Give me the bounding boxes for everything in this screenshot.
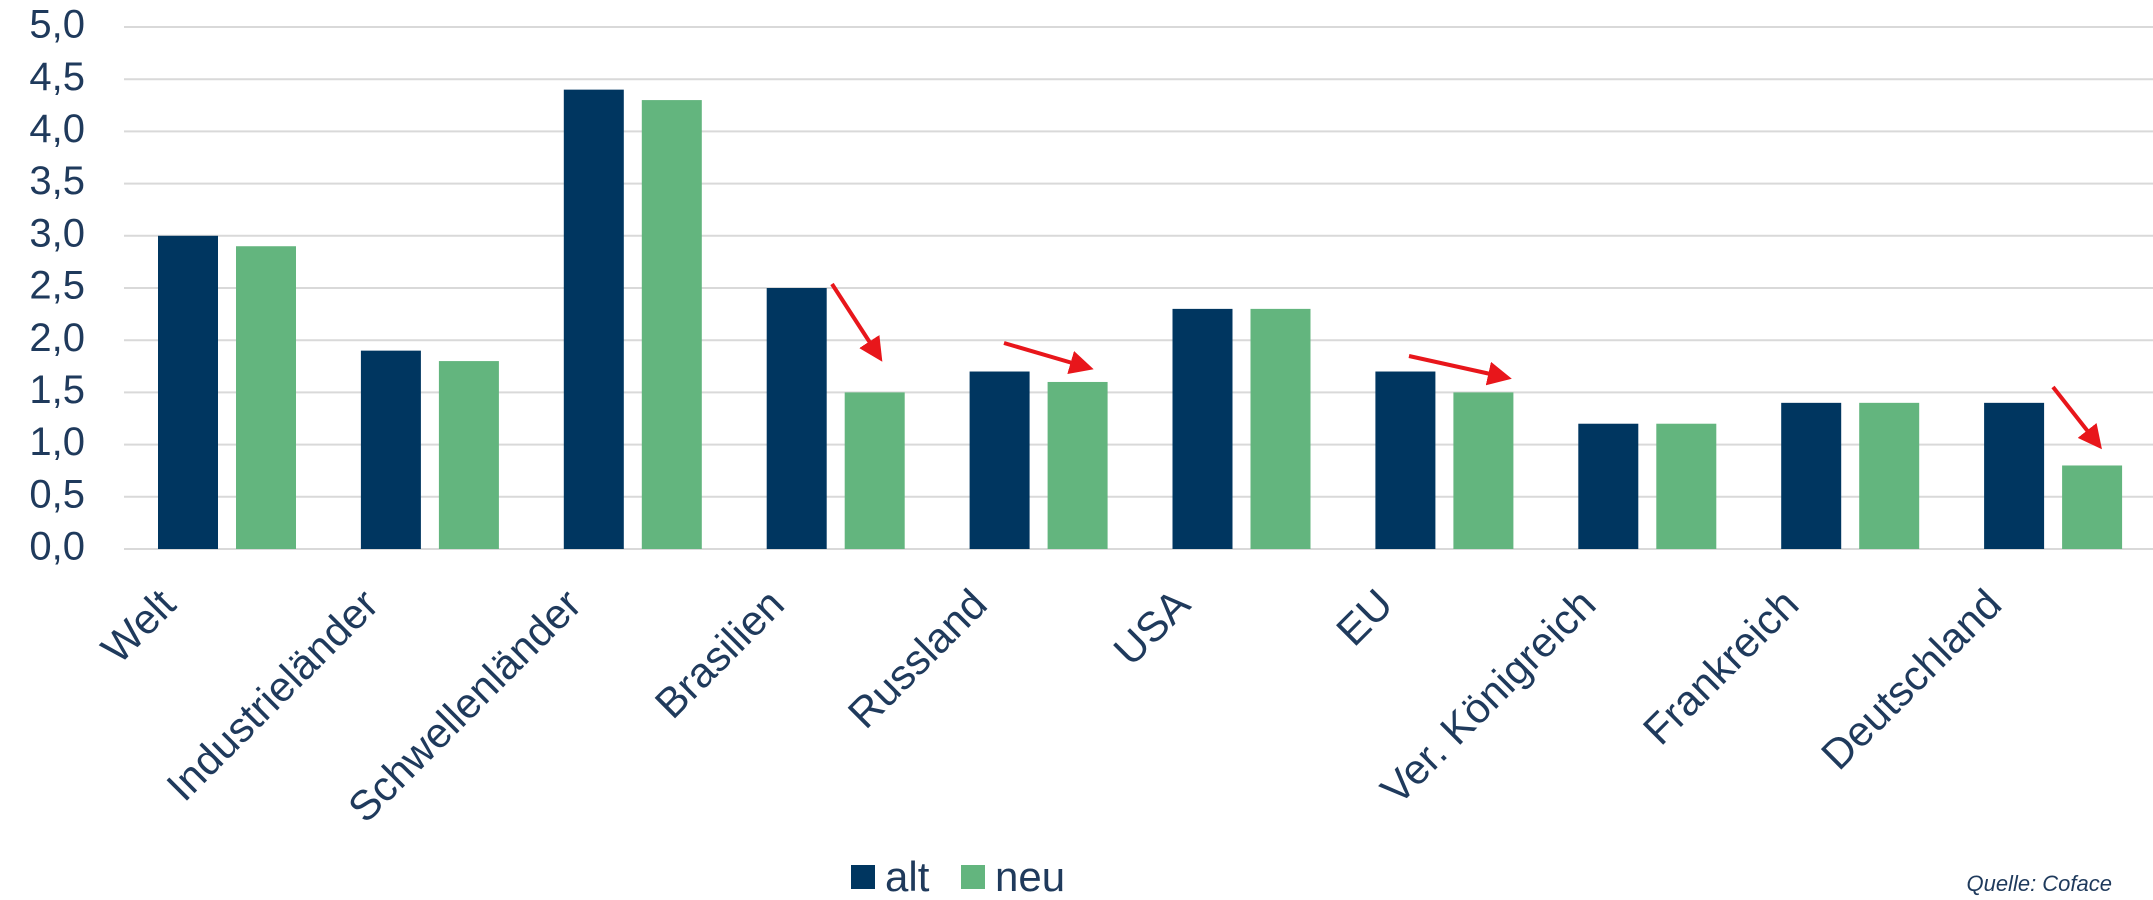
arrow xyxy=(1003,341,1094,375)
bar xyxy=(1047,381,1108,549)
y-tick-label: 0,0 xyxy=(29,525,85,569)
bar xyxy=(1781,402,1842,549)
bar xyxy=(1578,423,1639,549)
bar xyxy=(969,371,1030,549)
x-tick-label: Welt xyxy=(92,580,184,672)
bar xyxy=(641,100,702,549)
bar xyxy=(1172,308,1233,549)
bar xyxy=(1859,402,1920,549)
legend: alt neu xyxy=(851,853,1065,900)
bar xyxy=(1656,423,1717,549)
bar xyxy=(1453,392,1514,549)
y-tick-label: 0,5 xyxy=(29,472,85,516)
annotation-arrows xyxy=(830,282,2102,450)
x-tick-label: USA xyxy=(1104,580,1198,674)
y-tick-label: 2,5 xyxy=(29,264,85,308)
y-tick-label: 3,0 xyxy=(29,211,85,255)
bar xyxy=(766,288,827,549)
bar xyxy=(158,235,218,550)
bar xyxy=(2062,465,2123,549)
x-tick-label: EU xyxy=(1327,580,1402,655)
bar xyxy=(360,350,421,549)
plot: 0,0 0,5 1,0 1,5 2,0 2,5 3,0 3,5 4,0 4,5 5,0 WeltInd… xyxy=(29,3,2153,900)
arrow xyxy=(1408,354,1512,386)
bar xyxy=(844,392,905,549)
bar xyxy=(438,361,499,549)
y-tick-label: 3,5 xyxy=(29,159,85,203)
bar xyxy=(1375,371,1436,549)
source-note: Quelle: Coface xyxy=(1966,871,2112,896)
x-tick-label: Frankreich xyxy=(1634,580,1808,754)
y-tick-label: 4,5 xyxy=(29,55,85,99)
y-tick-label: 2,0 xyxy=(29,316,85,360)
bar xyxy=(1250,308,1311,549)
legend-swatch xyxy=(851,865,875,889)
legend-label: neu xyxy=(995,853,1065,900)
y-tick-label: 5,0 xyxy=(29,3,85,47)
bar xyxy=(236,246,296,550)
legend-label: alt xyxy=(885,853,930,900)
x-tick-label: Ver. Königreich xyxy=(1372,580,1605,813)
x-tick-label: Brasilien xyxy=(646,580,793,727)
bar xyxy=(1984,402,2045,549)
x-tick-label: Industrieländer xyxy=(157,580,387,810)
legend-swatch xyxy=(961,865,985,889)
arrow xyxy=(830,282,883,362)
arrow xyxy=(2051,385,2102,450)
y-tick-label: 1,5 xyxy=(29,368,85,412)
y-tick-label: 1,0 xyxy=(29,420,85,464)
bar xyxy=(563,89,624,549)
x-tick-label: Russland xyxy=(839,580,996,737)
x-tick-label: Deutschland xyxy=(1812,580,2010,778)
y-tick-label: 4,0 xyxy=(29,107,85,151)
